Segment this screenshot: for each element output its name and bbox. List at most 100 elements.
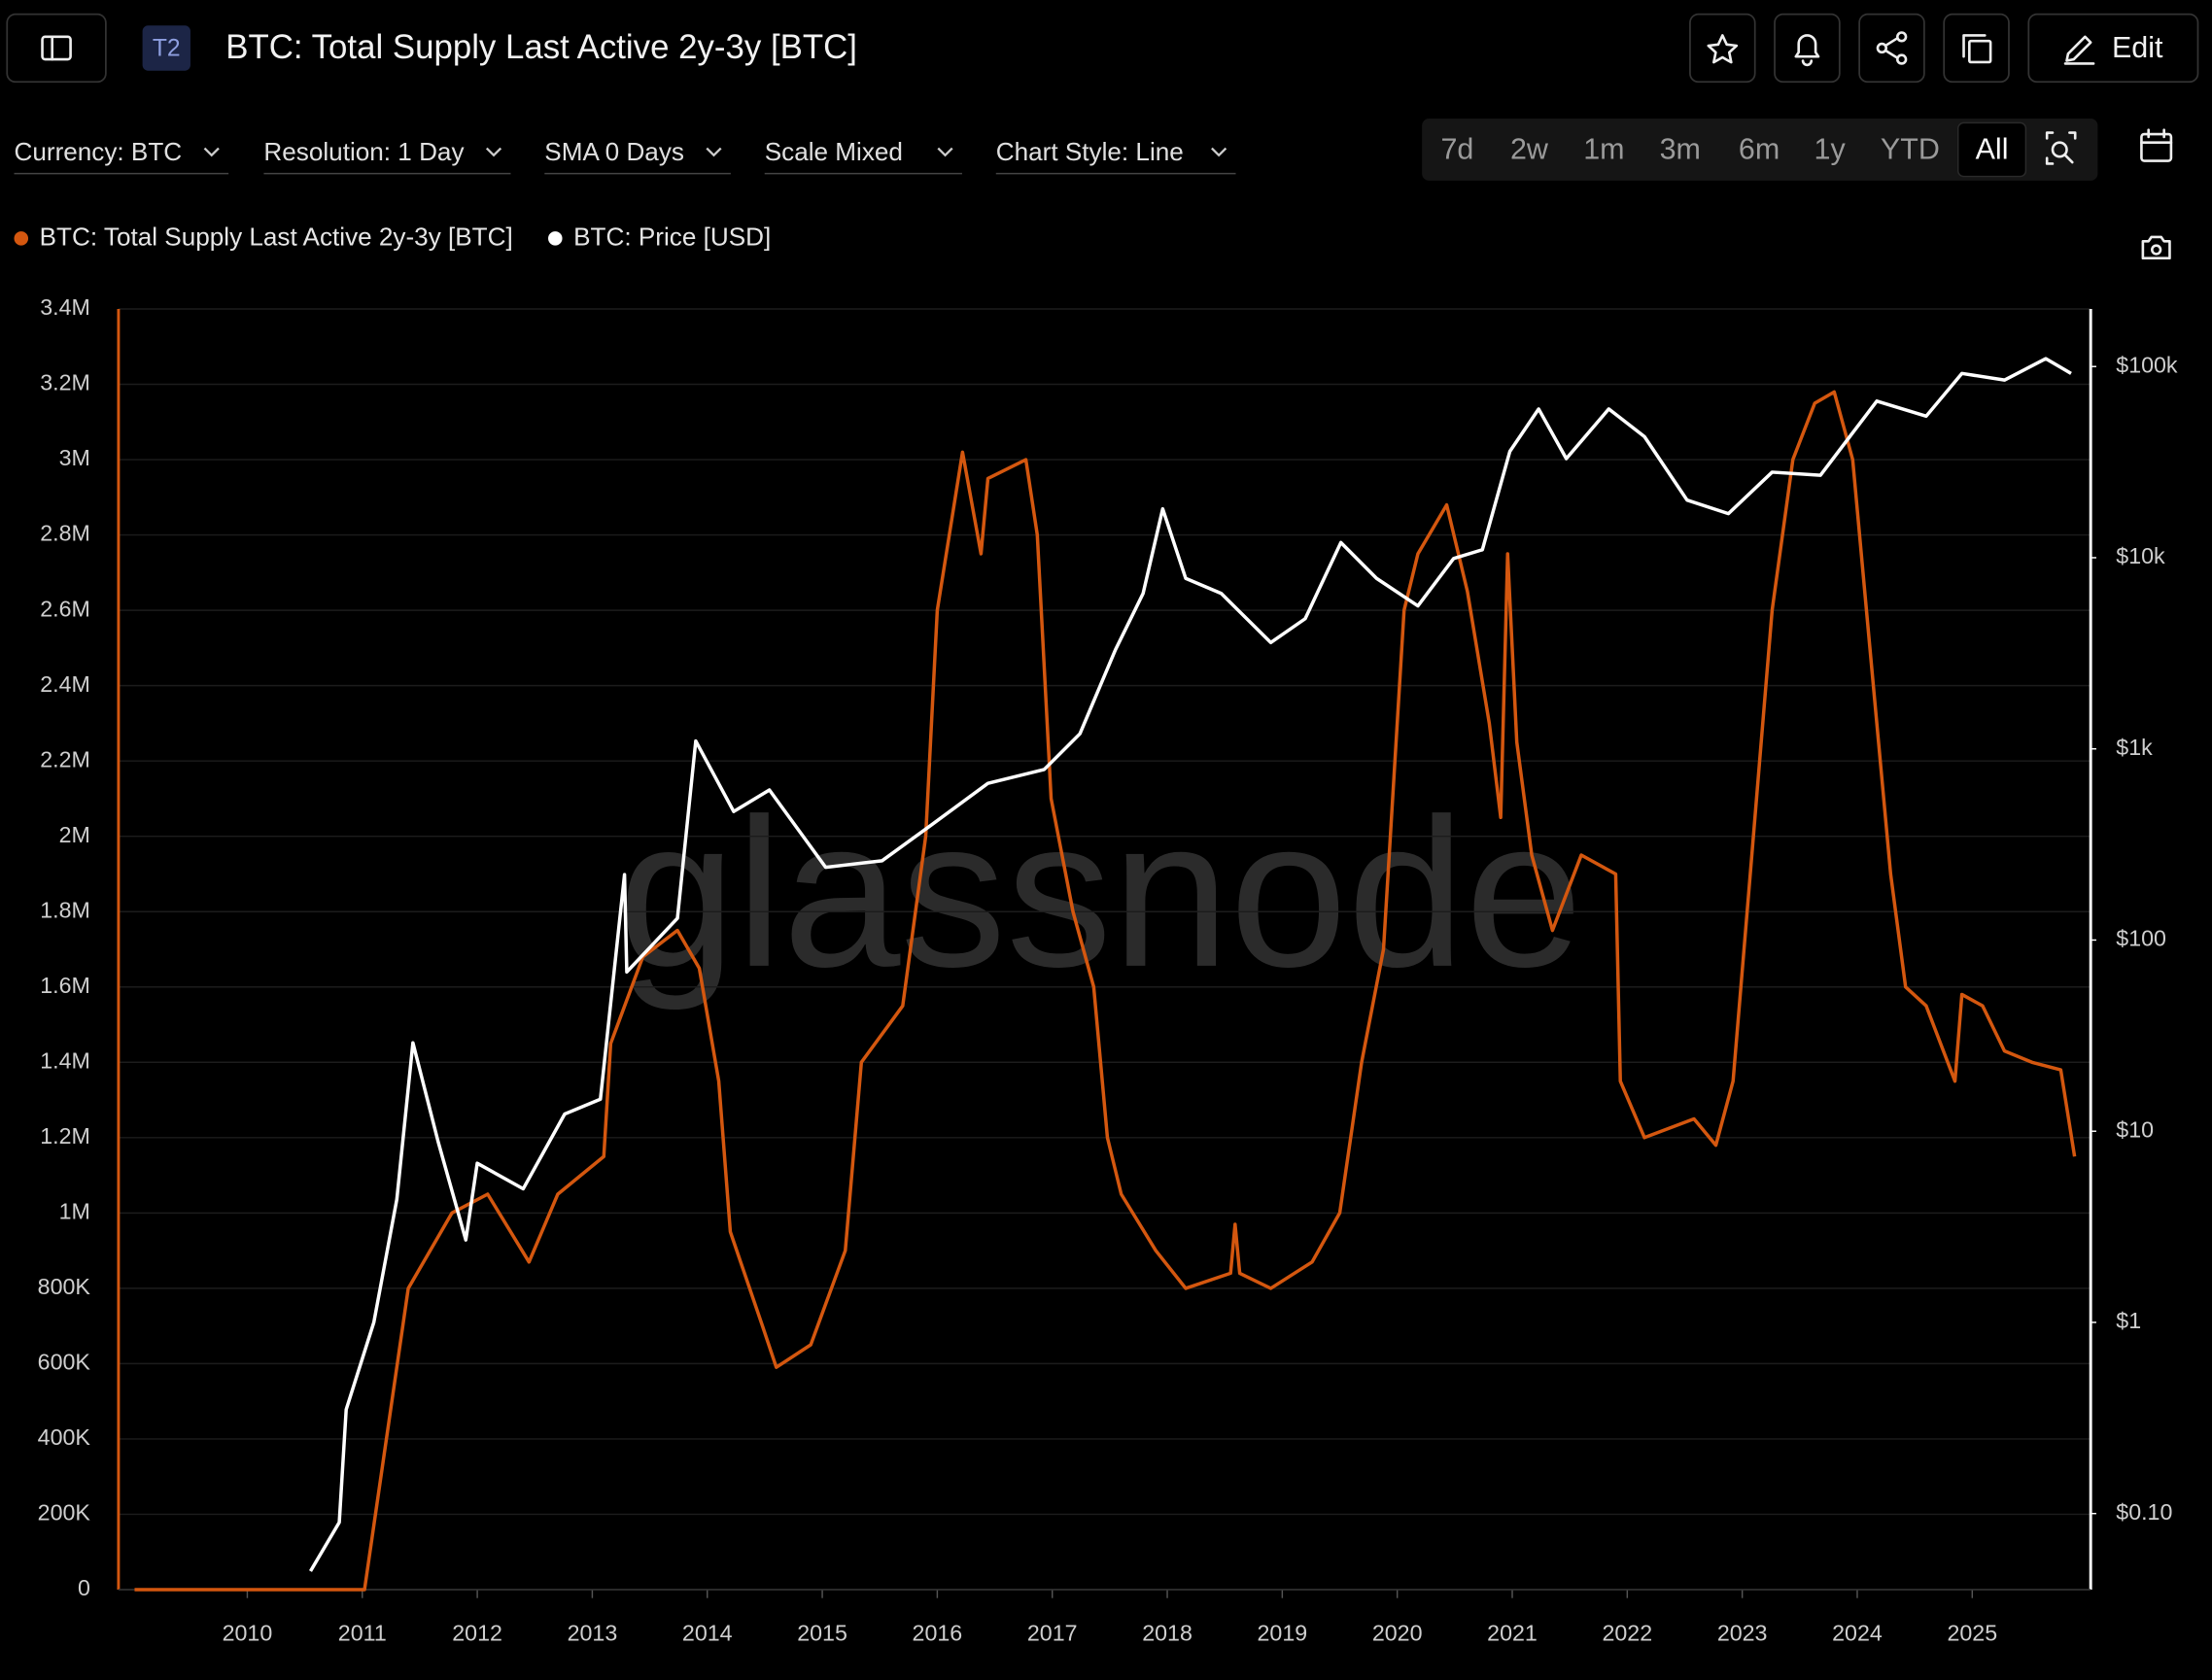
filter-label: Currency: BTC <box>15 137 183 166</box>
y2-tick-label: $100 <box>2116 926 2166 951</box>
filter-dropdown[interactable]: Resolution: 1 Day <box>263 137 511 175</box>
y-tick-label: 2.4M <box>40 671 90 697</box>
page-title: BTC: Total Supply Last Active 2y-3y [BTC… <box>225 28 857 66</box>
x-tick-label: 2012 <box>452 1621 502 1646</box>
filter-dropdown[interactable]: SMA 0 Days <box>544 137 731 175</box>
range-button[interactable]: 1y <box>1815 132 1847 165</box>
legend-swatch <box>14 231 29 246</box>
chevron <box>1211 147 1227 157</box>
y2-tick-label: $1k <box>2116 735 2153 760</box>
range-label: 3m <box>1660 132 1701 165</box>
range-button[interactable]: YTD <box>1881 132 1940 165</box>
x-tick-label: 2011 <box>338 1621 387 1646</box>
range-bar <box>1422 119 2098 181</box>
legend-item[interactable]: BTC: Total Supply Last Active 2y-3y [BTC… <box>14 222 513 251</box>
filter-dropdown[interactable]: Chart Style: Line <box>995 137 1236 175</box>
y-tick-label: 3.2M <box>40 370 90 395</box>
filter-dropdown[interactable]: Currency: BTC <box>14 137 229 175</box>
sidebar-button[interactable] <box>6 13 107 84</box>
series-line <box>308 357 2072 1572</box>
filter-label: Resolution: 1 Day <box>263 137 464 166</box>
y-tick-label: 2M <box>59 822 90 847</box>
y-tick-label: 0 <box>78 1575 90 1600</box>
range-label: All <box>1976 132 2009 165</box>
range-button[interactable]: 3m <box>1660 132 1701 165</box>
x-tick-label: 2013 <box>568 1621 618 1646</box>
range-label: 1y <box>1815 132 1847 165</box>
watermark: glassnode <box>618 775 1583 1011</box>
share-button[interactable] <box>1858 13 1925 84</box>
edit-label: Edit <box>2112 31 2163 64</box>
calendar-button[interactable] <box>2140 128 2173 162</box>
range-button[interactable]: All <box>1956 121 2027 178</box>
range-label: 7d <box>1440 132 1473 165</box>
x-tick-label: 2017 <box>1027 1621 1078 1646</box>
range-buttons: 7d 2w 1m 3m 6m 1y YTD All <box>1440 121 2027 178</box>
y-tick-label: 1M <box>59 1198 90 1223</box>
y2-tick-label: $10k <box>2116 543 2165 568</box>
y-tick-label: 1.8M <box>40 897 90 922</box>
x-tick-label: 2015 <box>797 1621 847 1646</box>
chart: 0 200K 400K 600K 800K 1M 1.2M 1.4M 1.6M 1.8M 2M 2.2… <box>38 294 2178 1645</box>
screenshot-button[interactable] <box>2141 235 2171 260</box>
y-tick-label: 600K <box>38 1350 91 1375</box>
x-tick-label: 2020 <box>1372 1621 1423 1646</box>
y-tick-label: 2.8M <box>40 521 90 546</box>
y2-tick-label: $10 <box>2116 1116 2154 1142</box>
y-tick-label: 2.2M <box>40 746 90 771</box>
y-tick-label: 400K <box>38 1424 91 1450</box>
legend-swatch <box>548 231 563 246</box>
favorite-button[interactable] <box>1689 13 1756 84</box>
duplicate-button[interactable] <box>1943 13 2010 84</box>
x-tick-label: 2025 <box>1947 1621 1997 1646</box>
y2-tick-label: $1 <box>2116 1308 2141 1333</box>
filter-bar: Currency: BTC Resolution: 1 Day SMA 0 Days… <box>14 137 1236 175</box>
x-tick-label: 2021 <box>1487 1621 1538 1646</box>
chevron <box>485 147 502 157</box>
series-line <box>134 390 2077 1592</box>
x-tick-label: 2024 <box>1832 1621 1883 1646</box>
x-tick-label: 2022 <box>1602 1621 1652 1646</box>
edit-button[interactable]: Edit <box>2027 13 2199 84</box>
range-active-bg <box>1956 121 2027 178</box>
x-tick-label: 2018 <box>1142 1621 1192 1646</box>
badge: T2 <box>153 35 181 61</box>
y-tick-label: 1.4M <box>40 1047 90 1073</box>
x-tick-label: 2023 <box>1717 1621 1768 1646</box>
y-tick-label: 2.6M <box>40 596 90 621</box>
x-tick-label: 2016 <box>913 1621 963 1646</box>
filter-label: SMA 0 Days <box>544 137 684 166</box>
y2-tick-label: $100k <box>2116 352 2178 377</box>
legend-label: BTC: Total Supply Last Active 2y-3y [BTC… <box>40 222 513 251</box>
zoom-button[interactable] <box>2045 131 2077 165</box>
range-button[interactable]: 2w <box>1510 132 1549 165</box>
x-tick-label: 2010 <box>223 1621 273 1646</box>
range-button[interactable]: 7d <box>1440 132 1473 165</box>
range-label: YTD <box>1881 132 1940 165</box>
x-tick-label: 2019 <box>1258 1621 1308 1646</box>
y-tick-label: 1.6M <box>40 973 90 998</box>
y-tick-label: 1.2M <box>40 1123 90 1149</box>
filter-label: Scale Mixed <box>765 137 903 166</box>
range-label: 2w <box>1510 132 1549 165</box>
filter-label: Chart Style: Line <box>996 137 1184 166</box>
y-tick-label: 3M <box>59 445 90 470</box>
y-tick-label: 3.4M <box>40 294 90 320</box>
filter-dropdown[interactable]: Scale Mixed <box>764 137 962 175</box>
legend-label: BTC: Price [USD] <box>573 222 771 251</box>
y-tick-label: 800K <box>38 1274 91 1299</box>
range-label: 1m <box>1583 132 1624 165</box>
chevron <box>706 147 722 157</box>
badge-bg <box>142 25 190 71</box>
y2-tick-label: $0.10 <box>2116 1499 2172 1525</box>
range-button[interactable]: 6m <box>1739 132 1780 165</box>
y-tick-label: 200K <box>38 1500 91 1526</box>
legend-item[interactable]: BTC: Price [USD] <box>548 222 771 251</box>
range-button[interactable]: 1m <box>1583 132 1624 165</box>
chevron <box>937 147 953 157</box>
alert-button[interactable] <box>1774 13 1841 84</box>
chevron <box>203 147 220 157</box>
